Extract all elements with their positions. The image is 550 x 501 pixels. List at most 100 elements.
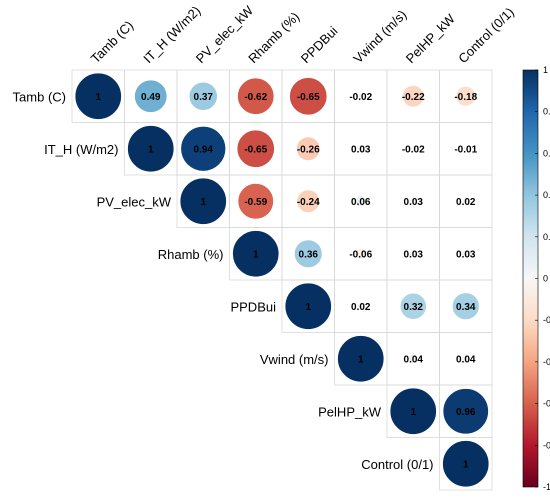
correlation-value: 1 <box>148 144 154 155</box>
column-label: PelHP_kW <box>403 11 459 67</box>
correlation-circle <box>236 129 275 168</box>
colorbar-tick-label: 0.6 <box>543 148 550 158</box>
colorbar-tick-label: 0.8 <box>543 107 550 117</box>
correlation-circle <box>134 79 168 113</box>
correlation-circle <box>337 335 385 383</box>
correlation-circle <box>451 292 480 321</box>
correlation-circle <box>295 136 321 162</box>
correlation-circle <box>354 247 367 260</box>
row-label: Control (0/1) <box>361 457 433 472</box>
correlation-value: -0.26 <box>297 144 320 155</box>
correlation-circle <box>289 77 328 116</box>
correlation-value: 0.32 <box>404 302 424 313</box>
correlation-circle <box>442 440 490 488</box>
correlation-circle <box>462 197 470 205</box>
row-label: Tamb (C) <box>13 89 66 104</box>
correlation-value: 0.03 <box>404 197 424 208</box>
correlation-value: 1 <box>95 92 101 103</box>
correlation-value: 1 <box>305 302 311 313</box>
colorbar-tick-label: -1 <box>543 482 550 492</box>
correlation-circle <box>408 353 419 364</box>
correlation-circle <box>180 125 227 172</box>
correlation-value: -0.01 <box>454 144 477 155</box>
correlation-circle <box>401 84 425 108</box>
correlation-marks: 1 0.49 0.37 -0.62 -0.65 -0.02 -0.22 -0.18 1 0.94 -… <box>74 72 490 488</box>
correlation-circle <box>408 196 418 206</box>
correlation-value: 0.02 <box>456 197 476 208</box>
column-label: PPDBui <box>298 23 341 66</box>
row-label: PV_elec_kW <box>97 194 172 209</box>
correlation-value: 1 <box>253 249 259 260</box>
column-label: Vwind (m/s) <box>350 7 409 66</box>
correlation-circle <box>399 292 427 320</box>
correlation-circle <box>232 230 280 278</box>
correlation-circle <box>408 249 418 259</box>
correlation-value: 0.06 <box>351 197 371 208</box>
colorbar-tick-label: 0.4 <box>543 190 550 200</box>
correlation-circle <box>127 125 175 173</box>
correlation-value: 0.37 <box>194 92 214 103</box>
correlation-value: -0.18 <box>454 92 477 103</box>
colorbar-tick-label: -0.4 <box>543 357 550 367</box>
correlation-value: -0.02 <box>349 92 372 103</box>
column-label: Tamb (C) <box>88 18 136 66</box>
correlation-value: 0.02 <box>351 302 371 313</box>
correlation-circle <box>179 177 227 225</box>
row-label: IT_H (W/m2) <box>44 142 118 157</box>
correlation-value: 1 <box>410 407 416 418</box>
correlation-circle <box>237 182 275 220</box>
colorbar-tick-label: 0.2 <box>543 232 550 242</box>
correlation-value: -0.06 <box>349 249 372 260</box>
correlation-value: 0.03 <box>456 249 476 260</box>
correlation-circle <box>188 81 218 111</box>
colorbar-tick-label: -0.2 <box>543 315 550 325</box>
correlation-value: 1 <box>463 459 469 470</box>
colorbar: 1 0.8 0.6 0.4 0.2 0 -0.2 -0.4 -0.6 -0.8 -1 <box>522 65 550 492</box>
correlation-circle <box>74 72 122 120</box>
correlation-value: -0.22 <box>402 92 425 103</box>
row-label: PelHP_kW <box>318 404 382 419</box>
colorbar-tick-label: 0 <box>543 274 548 284</box>
correlation-circle <box>237 77 275 115</box>
correlation-circle <box>357 92 365 100</box>
correlation-circle <box>461 249 471 259</box>
row-label: Rhamb (%) <box>158 247 224 262</box>
correlation-value: 0.49 <box>141 92 161 103</box>
correlation-value: 0.04 <box>404 354 424 365</box>
correlation-value: 0.03 <box>351 144 371 155</box>
column-label: Control (0/1) <box>455 4 517 66</box>
row-label: PPDBui <box>230 299 276 314</box>
grid-cell <box>439 437 493 491</box>
correlation-grid <box>71 69 493 491</box>
colorbar-tick-label: 1 <box>543 65 548 75</box>
row-label: Vwind (m/s) <box>260 352 329 367</box>
correlation-circle <box>442 388 489 435</box>
colorbar-tick-label: -0.8 <box>543 440 550 450</box>
correlation-value: 1 <box>358 354 364 365</box>
correlation-circle <box>389 387 437 435</box>
correlation-value: 0.36 <box>299 249 319 260</box>
correlation-value: 1 <box>200 197 206 208</box>
correlation-circle <box>460 353 471 364</box>
correlation-circle <box>354 195 367 208</box>
correlation-value: 0.03 <box>404 249 424 260</box>
correlation-value: 0.94 <box>194 144 214 155</box>
row-labels: Tamb (C) IT_H (W/m2) PV_elec_kW Rhamb (%) PP… <box>13 89 434 472</box>
correlation-value: -0.62 <box>244 92 267 103</box>
correlation-circle <box>356 144 366 154</box>
correlation-value: 0.04 <box>456 354 476 365</box>
column-label: Rhamb (%) <box>245 9 302 66</box>
correlation-circle <box>293 239 323 269</box>
correlation-value: -0.02 <box>402 144 425 155</box>
correlation-circle <box>296 189 321 214</box>
correlation-circle <box>284 282 332 330</box>
correlation-value: -0.59 <box>244 197 267 208</box>
correlation-circle <box>463 146 469 152</box>
correlation-circle <box>409 145 417 153</box>
correlation-value: 0.96 <box>456 407 476 418</box>
correlation-circle <box>455 85 477 107</box>
correlation-value: -0.24 <box>297 197 320 208</box>
correlation-value: 0.34 <box>456 302 476 313</box>
